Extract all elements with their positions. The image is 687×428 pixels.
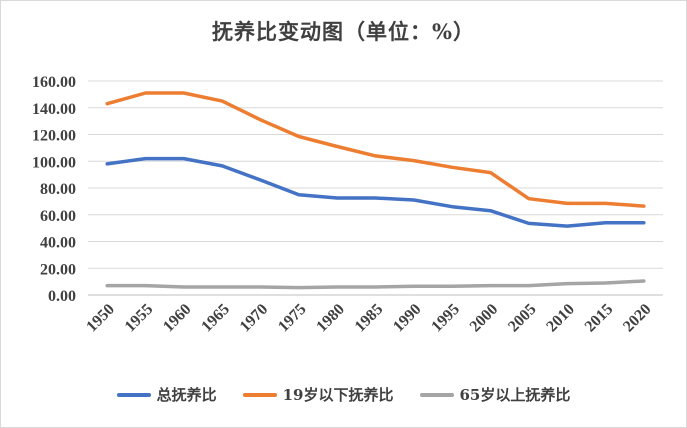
- legend-swatch-over65: [419, 392, 454, 397]
- legend-item-under19: 19岁以下抚养比: [242, 384, 394, 405]
- legend-label-under19: 19岁以下抚养比: [282, 386, 394, 404]
- x-tick-label: 1970: [237, 301, 272, 336]
- x-tick-label: 2020: [620, 301, 655, 336]
- legend: 总抚养比 19岁以下抚养比 65岁以上抚养比: [0, 384, 687, 405]
- x-tick-label: 1975: [275, 301, 310, 336]
- x-tick-label: 1980: [313, 301, 348, 336]
- x-tick-label: 1985: [352, 301, 387, 336]
- x-axis-ticks: 1950 1955 1960 1965 1970 1975 1980 1985 1990 1995…: [83, 301, 654, 336]
- y-tick-label: 140.00: [32, 101, 76, 118]
- x-tick-label: 1955: [122, 301, 157, 336]
- y-tick-label: 160.00: [32, 74, 76, 91]
- y-axis-ticks: 0.00 20.00 40.00 60.00 80.00 100.00 120.00 140.…: [32, 74, 76, 305]
- y-tick-label: 20.00: [40, 261, 76, 278]
- x-tick-label: 2005: [505, 301, 540, 336]
- legend-swatch-total: [116, 392, 151, 397]
- legend-label-over65: 65岁以上抚养比: [459, 386, 571, 404]
- x-tick-label: 2015: [582, 301, 617, 336]
- x-tick-label: 1965: [198, 301, 233, 336]
- chart-title: 抚养比变动图（单位：%）: [212, 19, 475, 44]
- y-tick-label: 80.00: [40, 181, 76, 198]
- x-tick-label: 1950: [83, 301, 118, 336]
- y-tick-label: 100.00: [32, 154, 76, 171]
- series-lines: [105, 91, 646, 290]
- series-line-total: [105, 156, 646, 228]
- y-tick-label: 60.00: [40, 208, 76, 225]
- legend-item-total: 总抚养比: [116, 384, 217, 405]
- gridlines: [88, 80, 663, 296]
- x-tick-label: 1960: [160, 301, 195, 336]
- y-tick-label: 0.00: [48, 288, 76, 305]
- series-line-over65: [105, 279, 646, 290]
- legend-label-total: 总抚养比: [156, 386, 217, 404]
- y-tick-label: 40.00: [40, 235, 76, 252]
- legend-item-over65: 65岁以上抚养比: [419, 384, 571, 405]
- y-tick-label: 120.00: [32, 128, 76, 145]
- x-tick-label: 1990: [390, 301, 425, 336]
- legend-swatch-under19: [242, 392, 277, 397]
- series-line-under19: [105, 91, 646, 208]
- x-tick-label: 1995: [428, 301, 463, 336]
- x-tick-label: 2010: [543, 301, 578, 336]
- x-tick-label: 2000: [467, 301, 502, 336]
